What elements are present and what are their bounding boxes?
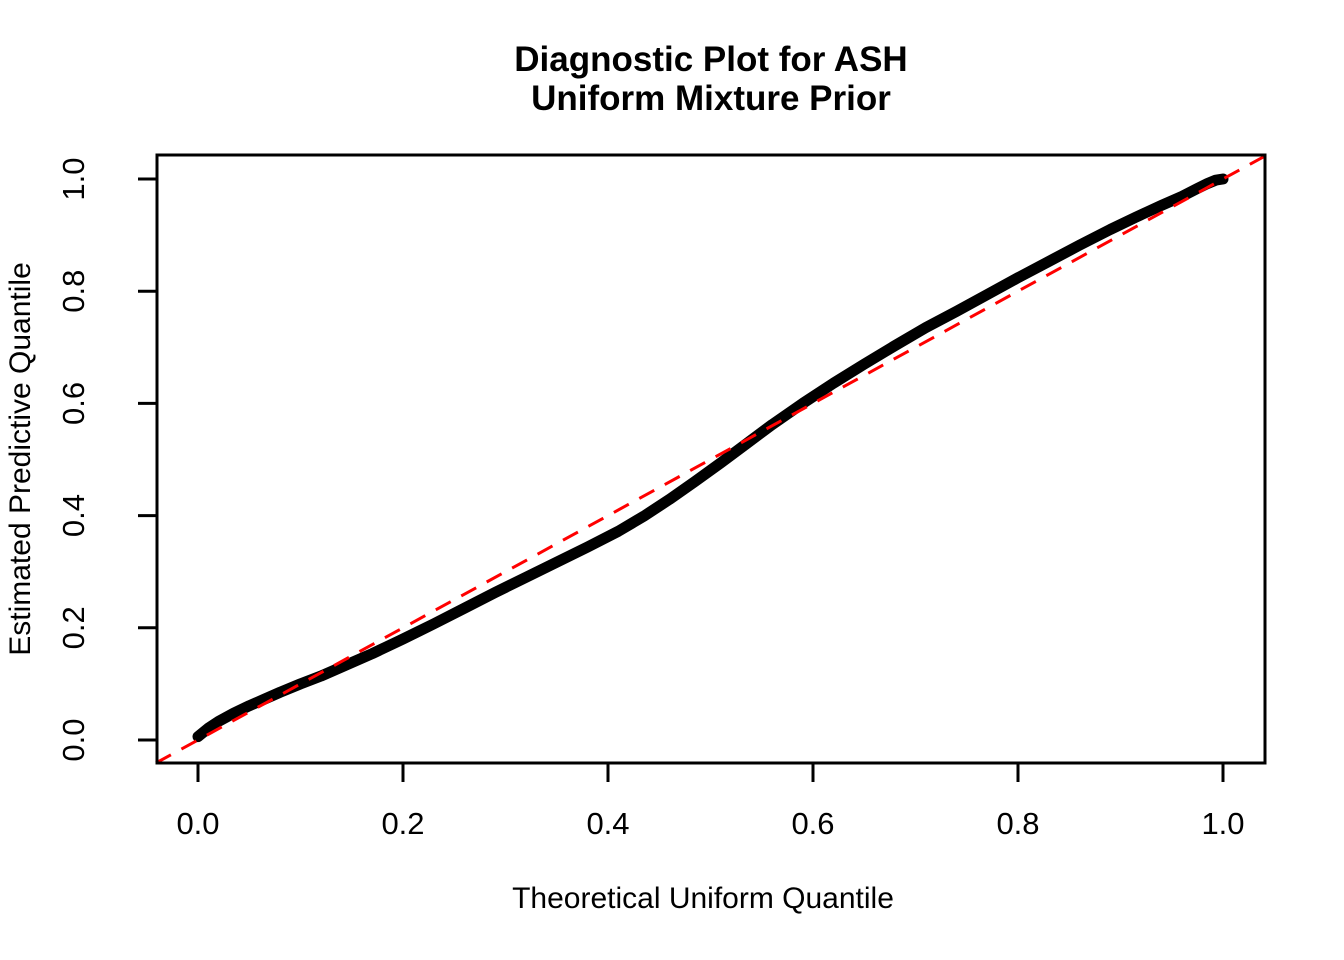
plot-box	[155, 153, 1267, 765]
plot-title-line1: Diagnostic Plot for ASH	[514, 40, 908, 79]
x-tick-label: 0.8	[996, 806, 1039, 841]
y-tick-label: 0.4	[56, 494, 91, 537]
y-tick-label: 0.6	[56, 382, 91, 425]
x-axis-title: Theoretical Uniform Quantile	[512, 882, 894, 915]
x-tick-label: 0.0	[176, 806, 219, 841]
reference-diagonal-line	[155, 154, 1266, 765]
y-tick-label: 1.0	[56, 157, 91, 200]
x-tick-label: 0.4	[586, 806, 629, 841]
plot-title-line2: Uniform Mixture Prior	[531, 79, 891, 118]
plot-title: Diagnostic Plot for ASH Uniform Mixture …	[157, 40, 1265, 118]
y-axis-title: Estimated Predictive Quantile	[4, 262, 37, 656]
y-tick-label: 0.0	[56, 718, 91, 761]
x-tick-label: 0.6	[791, 806, 834, 841]
x-tick-label: 0.2	[381, 806, 424, 841]
x-tick-label: 1.0	[1201, 806, 1244, 841]
y-tick-label: 0.2	[56, 606, 91, 649]
quantile-curve	[192, 173, 1229, 743]
y-tick-label: 0.8	[56, 270, 91, 313]
